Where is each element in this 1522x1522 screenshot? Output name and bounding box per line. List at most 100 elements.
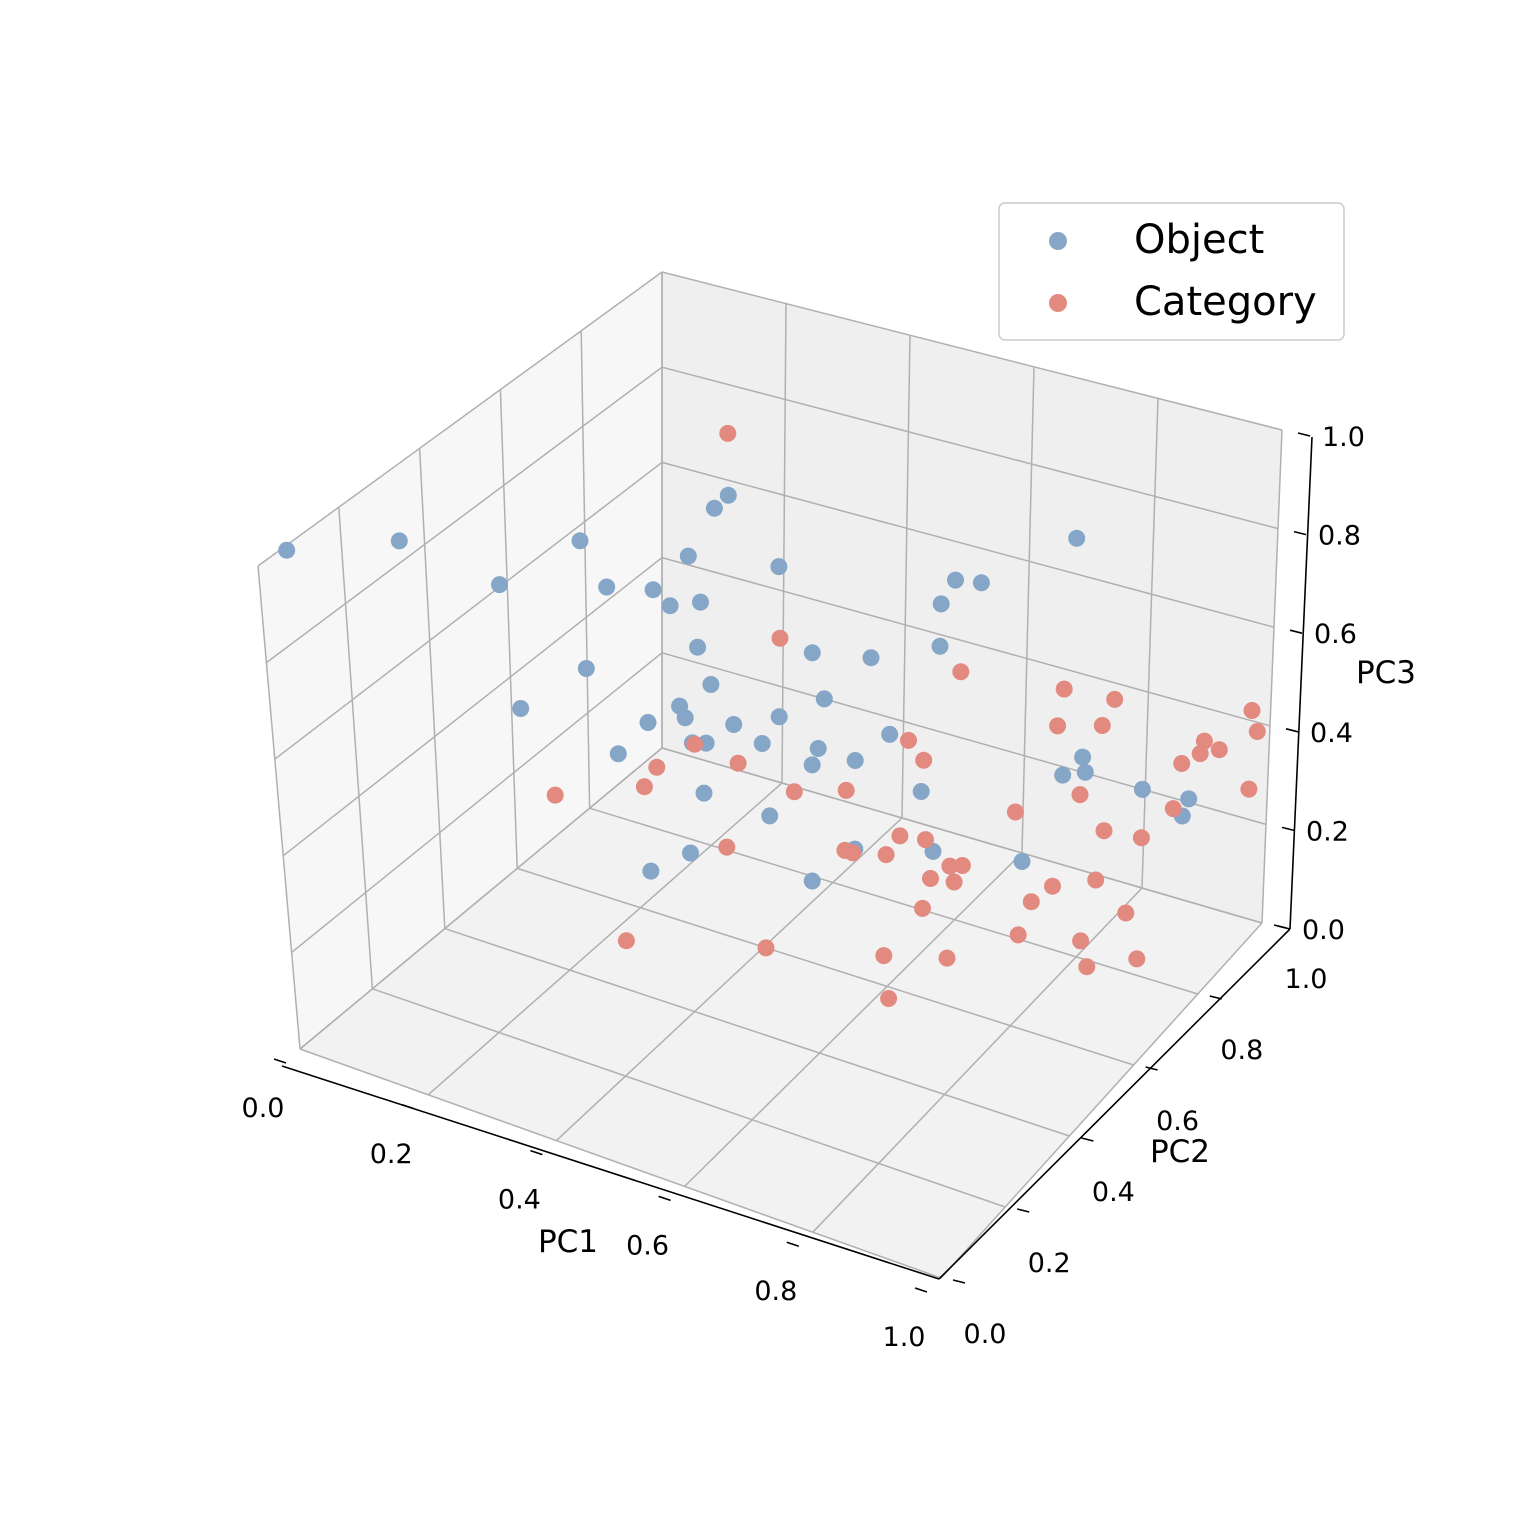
object-point — [815, 690, 833, 708]
object-point — [682, 844, 699, 862]
grid-line — [372, 988, 1006, 1208]
category-point — [945, 873, 963, 891]
category-point — [900, 731, 917, 749]
grid-line — [781, 303, 787, 784]
grid-line — [1261, 429, 1283, 924]
grid-line — [661, 747, 1263, 924]
object-point — [598, 578, 616, 596]
category-point — [952, 663, 970, 681]
category-point — [844, 844, 862, 862]
category-point — [877, 846, 895, 864]
object-point — [1133, 780, 1151, 798]
object-point — [702, 676, 720, 693]
floor-pane — [300, 748, 1262, 1278]
grid-line — [1021, 366, 1035, 854]
category-point — [757, 939, 775, 957]
category-point — [837, 781, 855, 799]
x-tick-label: 1.0 — [883, 1322, 926, 1353]
grid-line — [299, 1048, 942, 1279]
z-tick — [1285, 728, 1299, 733]
object-point — [932, 595, 950, 613]
y-tick — [1209, 995, 1222, 1000]
category-point — [1078, 958, 1096, 976]
z-tick-label: 0.6 — [1314, 619, 1357, 650]
object-point — [571, 532, 589, 550]
category-point — [941, 857, 959, 875]
z-tick — [1281, 826, 1295, 832]
x-tick — [914, 1287, 928, 1293]
object-point — [1054, 766, 1072, 784]
y-tick — [1273, 924, 1287, 929]
category-point — [1210, 741, 1228, 759]
legend-marker-category — [1049, 294, 1067, 312]
category-point — [938, 949, 956, 967]
object-point — [725, 716, 743, 733]
object-point — [689, 638, 707, 656]
z-tick-label: 0.0 — [1302, 915, 1345, 946]
legend-label-category: Category — [1134, 279, 1317, 325]
category-point — [880, 990, 898, 1007]
category-point — [917, 831, 934, 849]
x-tick-label: 0.6 — [626, 1230, 669, 1261]
legend-marker-object — [1049, 232, 1067, 250]
z-tick-label: 0.8 — [1318, 521, 1361, 552]
category-point — [1117, 904, 1135, 922]
object-point — [881, 725, 899, 743]
object-point — [676, 709, 694, 727]
data-points — [278, 424, 1266, 1007]
x-tick — [530, 1149, 543, 1156]
grid-line — [418, 448, 446, 929]
axis-panes — [258, 272, 1282, 1278]
z-tick — [1289, 629, 1303, 634]
y-axis-label: PC2 — [1150, 1134, 1210, 1170]
object-point — [1076, 763, 1094, 781]
category-point — [1128, 950, 1146, 968]
legend-label-object: Object — [1134, 217, 1264, 263]
category-point — [1191, 745, 1209, 763]
object-point — [753, 735, 771, 752]
category-point — [922, 870, 939, 887]
y-tick-label: 1.0 — [1285, 964, 1328, 995]
grid-line — [291, 652, 663, 953]
object-point — [642, 862, 660, 880]
x-tick — [273, 1058, 287, 1064]
grid-line — [940, 922, 1263, 1279]
category-point — [1071, 786, 1089, 804]
category-point — [1072, 932, 1090, 950]
object-point — [803, 756, 821, 774]
x-tick — [786, 1241, 800, 1247]
grid-line — [684, 852, 1023, 1187]
category-point — [718, 838, 736, 856]
object-point — [705, 499, 723, 517]
grid-lines — [257, 271, 1283, 1279]
object-point — [770, 708, 788, 726]
z-axis-label: PC3 — [1356, 655, 1416, 691]
category-point — [1009, 926, 1027, 944]
category-point — [785, 783, 803, 801]
object-point — [719, 486, 737, 504]
object-point — [639, 714, 657, 731]
grid-line — [661, 271, 1283, 431]
category-point — [648, 758, 666, 776]
object-point — [577, 660, 595, 677]
grid-line — [299, 747, 663, 1050]
y-tick-label: 0.6 — [1156, 1106, 1199, 1137]
category-point — [635, 778, 653, 796]
object-point — [912, 783, 930, 800]
axis-lines: 0.0 0.0 0.0 0.2 0.2 0.2 0.4 0.4 0.4 0.6 0.6 0.6 0.8 0… — [242, 422, 1365, 1353]
category-point — [1132, 829, 1150, 847]
object-point — [512, 700, 530, 717]
grid-line — [661, 652, 1267, 826]
object-point — [1013, 853, 1031, 870]
category-point — [914, 899, 931, 917]
category-point — [1044, 877, 1061, 895]
object-point — [692, 593, 709, 611]
y-axis-line — [938, 928, 1291, 1280]
object-point — [491, 576, 508, 594]
category-point — [915, 751, 933, 769]
object-point — [972, 574, 990, 592]
category-point — [1164, 800, 1182, 818]
object-point — [661, 597, 679, 615]
grid-line — [589, 807, 1199, 995]
grid-line — [661, 461, 1275, 628]
